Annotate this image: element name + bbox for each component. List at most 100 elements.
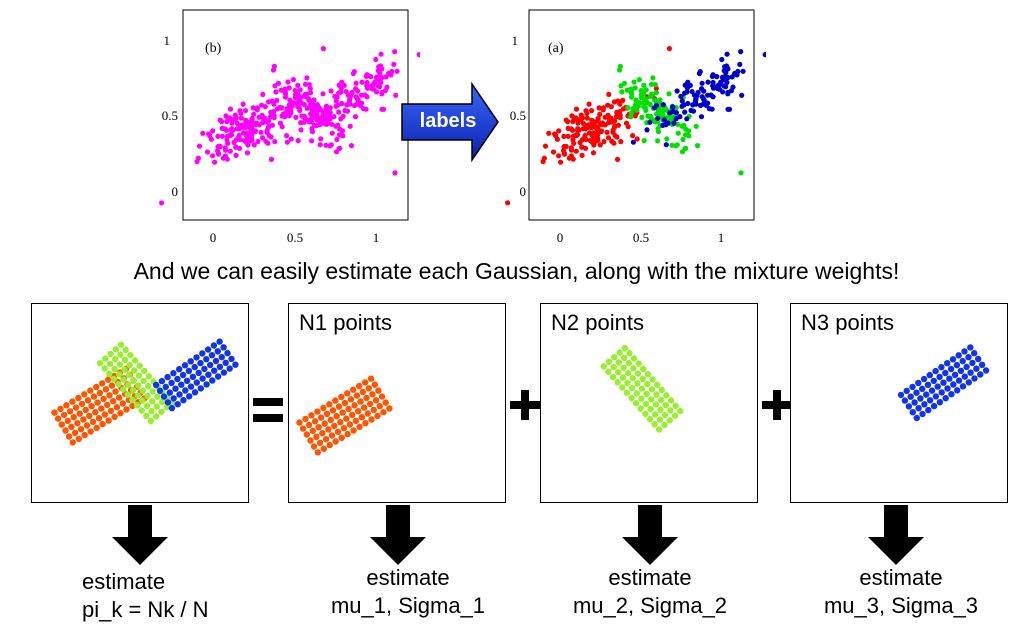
scatter-point	[302, 81, 309, 87]
band-point	[965, 379, 972, 386]
scatter-point	[590, 150, 597, 156]
scatter-point	[242, 108, 249, 114]
band-point	[101, 411, 109, 418]
band-point	[975, 355, 982, 363]
scatter-point	[682, 109, 688, 115]
scatter-point	[159, 200, 165, 206]
caption-line: estimate	[366, 565, 450, 590]
band-point	[166, 389, 173, 396]
scatter-point	[208, 136, 214, 142]
scatter-point	[374, 89, 380, 95]
y-tick: 1	[512, 33, 519, 48]
scatter-point	[269, 122, 275, 128]
band-point	[119, 400, 127, 407]
band-point	[971, 375, 978, 382]
band-point	[117, 341, 125, 348]
scatter-point	[617, 115, 623, 121]
scatter-point	[331, 114, 337, 120]
component-box-2: N2 points	[540, 303, 758, 503]
scatter-point	[654, 98, 660, 104]
scatter-point	[286, 85, 292, 91]
scatter-point	[673, 143, 679, 149]
band-point	[648, 386, 656, 393]
band-point	[671, 412, 679, 419]
y-tick: 0.5	[510, 108, 526, 123]
band-point	[932, 367, 939, 375]
band-point	[172, 385, 179, 392]
band-point	[96, 360, 104, 367]
band-point	[207, 361, 214, 369]
band-point	[116, 394, 123, 401]
scatter-point	[699, 94, 705, 100]
scatter-point	[563, 117, 569, 123]
caption-line: mu_1, Sigma_1	[330, 593, 486, 618]
band-point	[83, 422, 91, 429]
band-point	[76, 410, 83, 417]
band-point	[311, 418, 319, 425]
band-point	[638, 395, 645, 402]
scatter-point	[675, 130, 681, 136]
band-point	[642, 410, 649, 417]
scatter-point	[597, 142, 603, 148]
band-point	[144, 392, 151, 400]
scatter-point	[232, 112, 238, 118]
scatter-point	[630, 133, 636, 139]
band-point	[928, 387, 936, 394]
band-point	[615, 359, 623, 366]
scatter-point	[265, 99, 272, 105]
band-point	[656, 426, 663, 433]
band-point	[961, 373, 968, 380]
band-point	[125, 381, 132, 389]
band-point	[148, 408, 155, 415]
scatter-point	[653, 90, 660, 96]
scatter-point	[698, 114, 705, 120]
band-point	[359, 388, 366, 396]
band-point	[662, 402, 669, 409]
band-point	[163, 404, 170, 411]
scatter-point	[609, 138, 615, 144]
scatter-point	[679, 123, 685, 129]
scatter-point	[558, 159, 564, 165]
scatter-point	[212, 159, 218, 165]
caption-line: mu_3, Sigma_3	[823, 593, 979, 618]
band-point	[182, 387, 189, 394]
scatter-point	[307, 90, 314, 96]
band-point	[965, 354, 972, 361]
scatter-point	[227, 106, 234, 112]
scatter-point	[391, 61, 397, 67]
scatter-point	[393, 92, 399, 98]
band-point	[346, 421, 354, 428]
band-point	[115, 381, 122, 388]
scatter-point	[245, 121, 251, 128]
band-point	[60, 411, 68, 419]
band-point	[211, 367, 218, 374]
band-point	[197, 385, 204, 392]
band-point	[923, 391, 930, 398]
scatter-point	[348, 143, 355, 149]
band-point	[154, 393, 161, 400]
band-point	[143, 402, 151, 410]
scatter-point	[693, 123, 699, 129]
scatter-point	[505, 200, 511, 206]
scatter-point	[704, 92, 711, 98]
scatter-point	[566, 155, 572, 161]
band-point	[72, 404, 80, 411]
caption-component-1: estimate mu_1, Sigma_1	[308, 564, 508, 620]
band-point	[106, 392, 113, 399]
scatter-point	[677, 114, 683, 120]
band-point	[356, 382, 363, 390]
scatter-point	[619, 89, 625, 95]
band-point	[116, 361, 124, 368]
band-point	[634, 370, 642, 377]
band-point	[214, 348, 221, 355]
scatter-point	[565, 133, 571, 139]
scatter-point	[634, 107, 640, 113]
band-point	[130, 377, 137, 384]
band-point	[934, 383, 941, 390]
band-point	[106, 370, 113, 377]
scatter-plot-unlabeled-svg: (b) 1 0.5 0 0 0.5 1	[159, 9, 420, 245]
band-point	[643, 390, 650, 398]
scatter-plot-unlabeled: (b) 1 0.5 0 0 0.5 1	[150, 0, 420, 250]
scatter-point	[583, 123, 589, 129]
band-point	[909, 409, 916, 416]
